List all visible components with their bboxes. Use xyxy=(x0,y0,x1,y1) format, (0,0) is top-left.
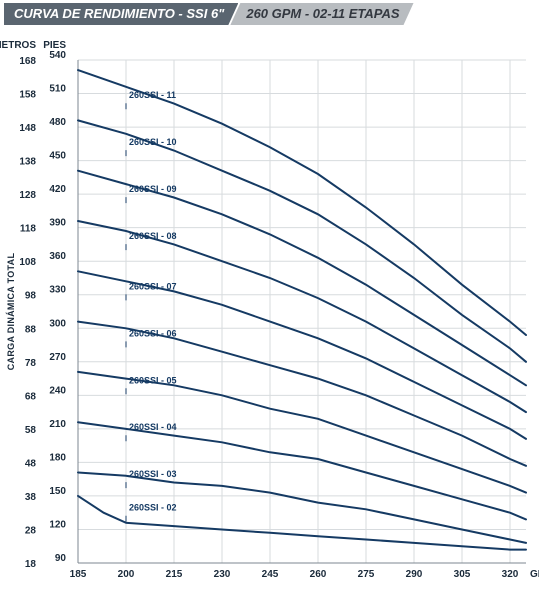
y-metros-tick: 38 xyxy=(25,492,37,503)
x-tick-label: 245 xyxy=(262,569,279,580)
x-tick-label: 275 xyxy=(358,569,375,580)
y-metros-tick: 98 xyxy=(25,291,37,302)
series-label: 260SSI - 03 xyxy=(129,469,177,479)
y-pies-tick: 240 xyxy=(49,385,66,396)
y-metros-tick: 18 xyxy=(25,559,37,570)
y-pies-tick: 450 xyxy=(49,151,66,162)
y-metros-unit: METROS xyxy=(0,40,36,51)
x-tick-label: 260 xyxy=(310,569,327,580)
series-curve xyxy=(78,271,526,439)
series-curve xyxy=(78,120,526,361)
y-pies-tick: 210 xyxy=(49,419,66,430)
series-label: 260SSI - 08 xyxy=(129,231,177,241)
y-pies-tick: 510 xyxy=(49,84,66,95)
series-label: 260SSI - 04 xyxy=(129,422,177,432)
y-metros-tick: 48 xyxy=(25,458,37,469)
y-pies-tick: 180 xyxy=(49,452,66,463)
y-metros-tick: 118 xyxy=(20,224,37,235)
performance-curve-chart: 185 200 215 230 245 260 275 290 305 320 18 28 38 48 58… xyxy=(0,0,539,593)
series-label: 260SSI - 05 xyxy=(129,375,177,385)
x-tick-label: 185 xyxy=(70,569,87,580)
y-metros-tick: 108 xyxy=(19,257,36,268)
series-label: 260SSI - 06 xyxy=(129,328,177,338)
x-tick-label: 200 xyxy=(118,569,135,580)
series-label: 260SSI - 02 xyxy=(129,503,177,513)
y-pies-tick: 360 xyxy=(49,251,66,262)
series-label: 260SSI - 11 xyxy=(129,90,176,100)
series-label: 260SSI - 07 xyxy=(129,281,177,291)
y-pies-tick: 390 xyxy=(49,218,66,229)
y-pies-tick: 480 xyxy=(49,117,66,128)
series-label: 260SSI - 09 xyxy=(129,184,177,194)
x-tick-label: 320 xyxy=(502,569,519,580)
y-pies-tick: 540 xyxy=(49,50,66,61)
x-unit-label: GPM xyxy=(530,569,539,580)
y-pies-tick: 90 xyxy=(55,553,67,564)
x-tick-label: 215 xyxy=(166,569,183,580)
y-pies-tick: 420 xyxy=(49,184,66,195)
y-pies-tick: 150 xyxy=(49,486,66,497)
y-metros-tick: 78 xyxy=(25,358,37,369)
y-metros-tick: 88 xyxy=(25,324,37,335)
y-metros-tick: 128 xyxy=(19,190,36,201)
y-pies-tick: 330 xyxy=(49,285,66,296)
y-metros-tick: 158 xyxy=(19,90,36,101)
y-metros-tick: 58 xyxy=(25,425,37,436)
y-pies-tick: 270 xyxy=(49,352,66,363)
y-metros-tick: 168 xyxy=(19,56,36,67)
x-tick-label: 305 xyxy=(454,569,471,580)
y-metros-tick: 148 xyxy=(19,123,36,134)
y-metros-tick: 28 xyxy=(25,525,37,536)
x-tick-label: 290 xyxy=(406,569,423,580)
y-pies-tick: 300 xyxy=(49,318,66,329)
series-curve xyxy=(78,70,526,335)
y-metros-tick: 68 xyxy=(25,391,37,402)
y-pies-tick: 120 xyxy=(49,519,66,530)
y-pies-unit: PIES xyxy=(43,40,66,51)
x-tick-label: 230 xyxy=(214,569,231,580)
series-label: 260SSI - 10 xyxy=(129,137,177,147)
y-metros-tick: 138 xyxy=(19,157,36,168)
series-curve xyxy=(78,171,526,386)
y-axis-title: CARGA DINÁMICA TOTAL xyxy=(6,253,16,371)
